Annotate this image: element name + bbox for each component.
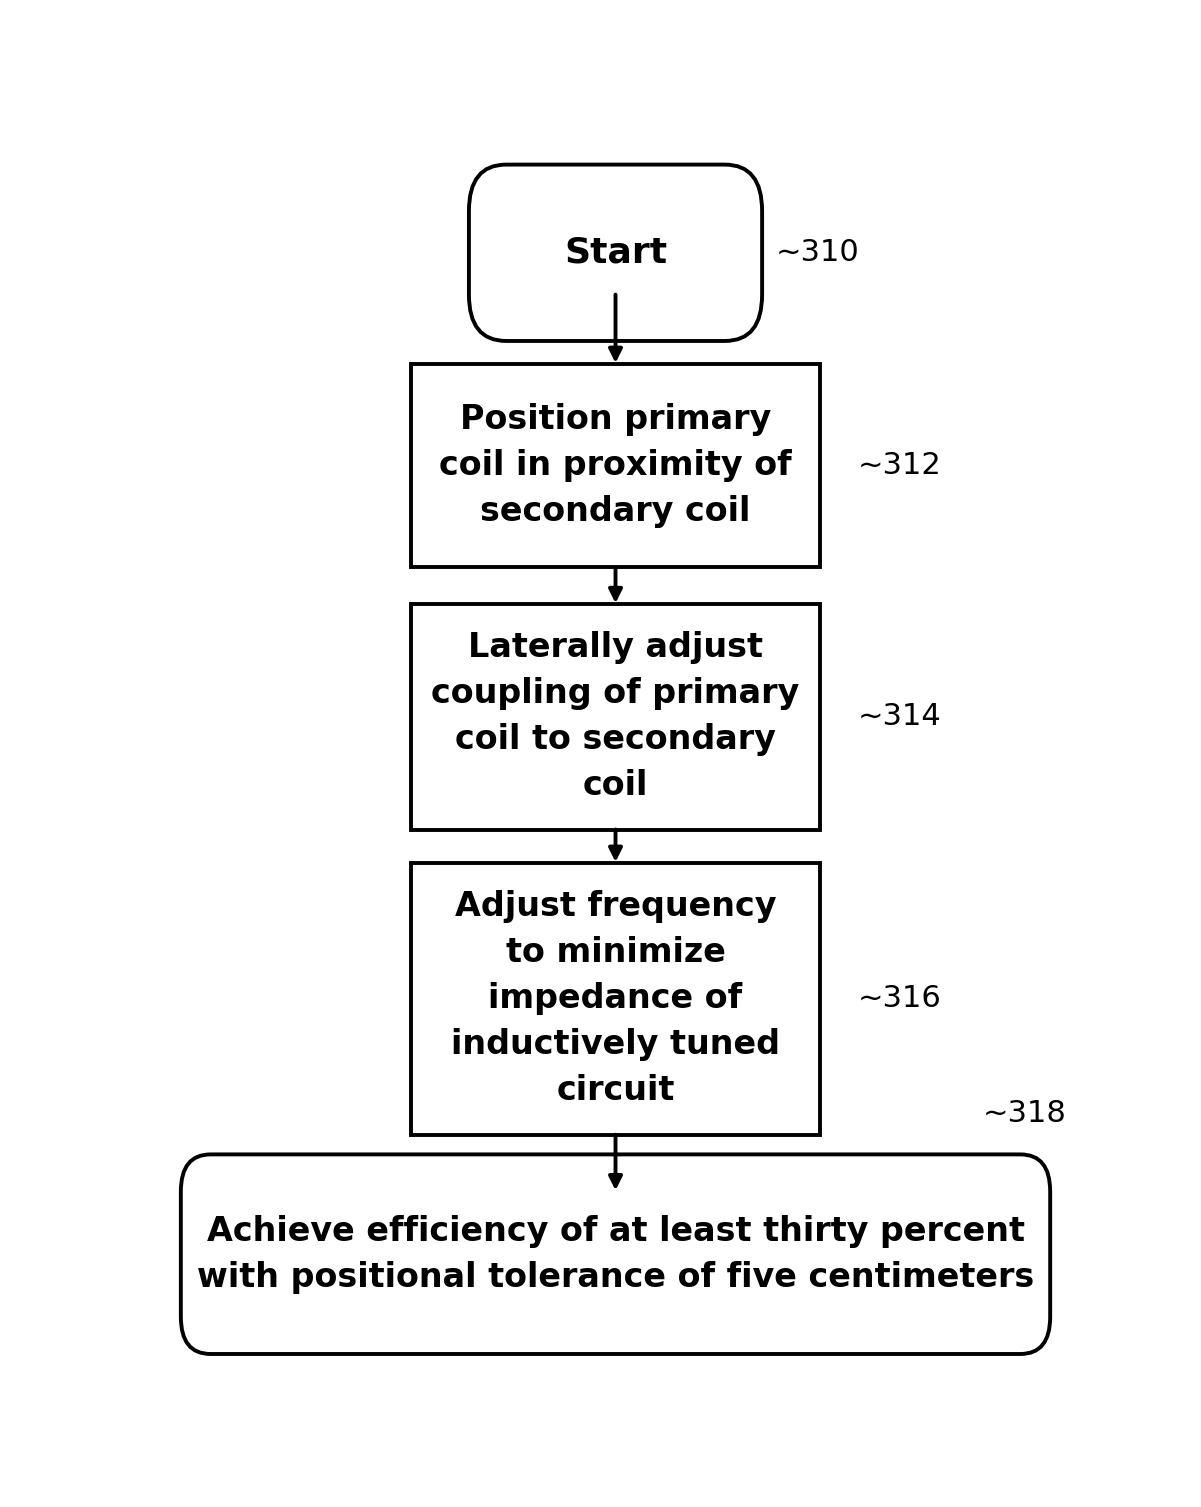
Text: ~312: ~312 bbox=[858, 451, 942, 479]
Text: Laterally adjust
coupling of primary
coil to secondary
coil: Laterally adjust coupling of primary coi… bbox=[431, 631, 800, 802]
FancyBboxPatch shape bbox=[181, 1154, 1050, 1353]
Text: Position primary
coil in proximity of
secondary coil: Position primary coil in proximity of se… bbox=[440, 402, 791, 527]
Bar bbox=[411, 363, 820, 567]
Text: ~318: ~318 bbox=[984, 1099, 1066, 1127]
Text: ~310: ~310 bbox=[776, 238, 860, 267]
Text: ~316: ~316 bbox=[858, 984, 942, 1013]
Text: ~314: ~314 bbox=[858, 702, 942, 731]
Text: Start: Start bbox=[564, 235, 667, 270]
Text: Adjust frequency
to minimize
impedance of
inductively tuned
circuit: Adjust frequency to minimize impedance o… bbox=[452, 891, 779, 1108]
Bar bbox=[411, 862, 820, 1135]
Text: Achieve efficiency of at least thirty percent
with positional tolerance of five : Achieve efficiency of at least thirty pe… bbox=[197, 1215, 1034, 1293]
FancyBboxPatch shape bbox=[468, 164, 763, 341]
Bar bbox=[411, 604, 820, 830]
